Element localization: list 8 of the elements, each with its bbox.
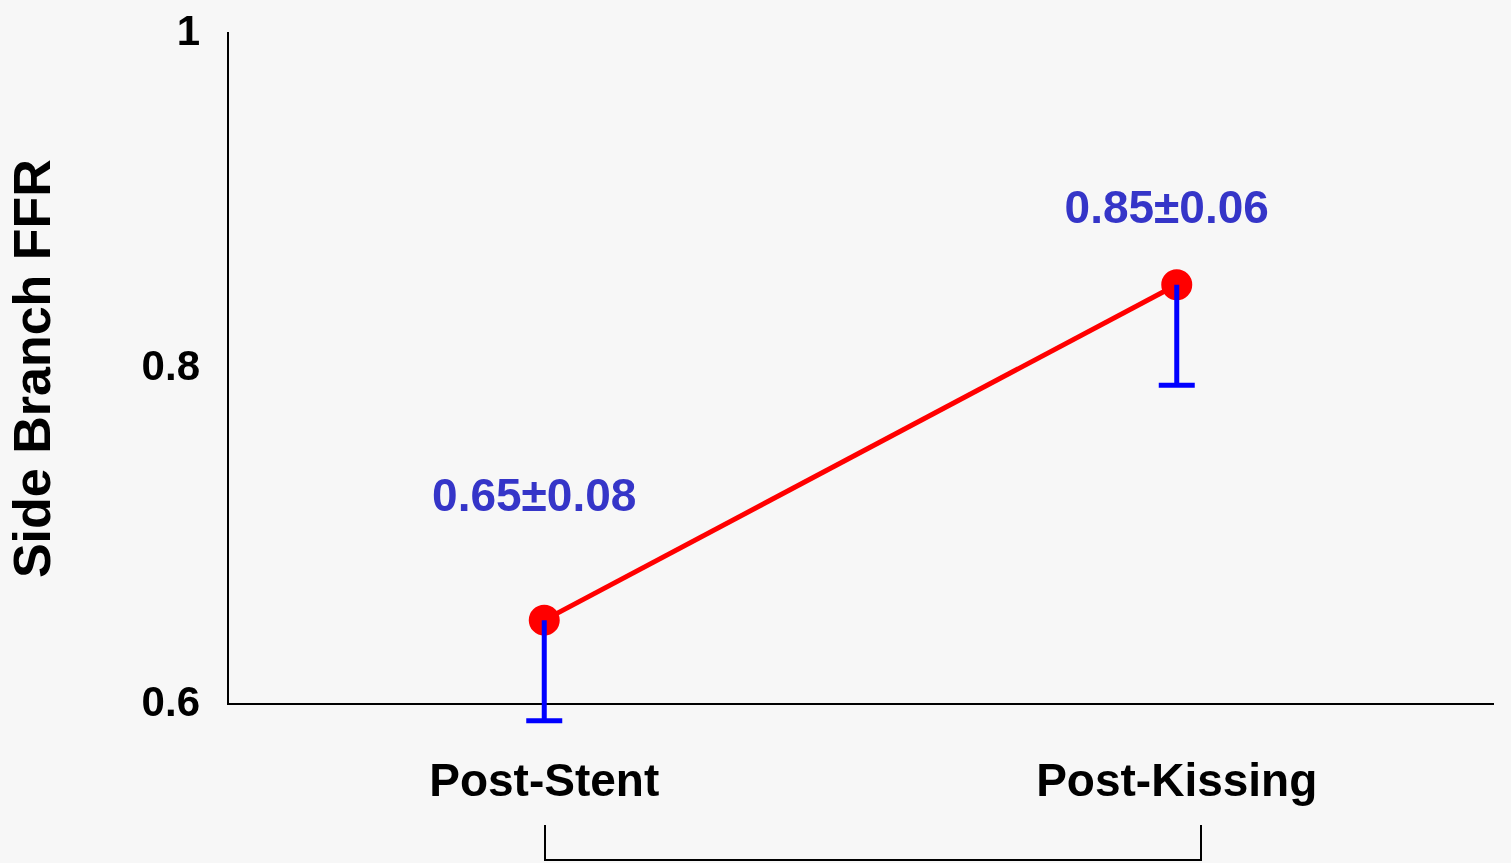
- y-tick-label: 0.6: [141, 677, 200, 725]
- data-label: 0.85±0.06: [1064, 181, 1269, 234]
- x-tick-label: Post-Stent: [429, 754, 660, 807]
- y-axis-title: Side Branch FFR: [2, 159, 61, 579]
- y-tick-label: 1: [176, 6, 200, 54]
- y-tick-label: 0.8: [141, 342, 200, 390]
- data-label: 0.65±0.08: [432, 468, 637, 521]
- x-tick-label: Post-Kissing: [1036, 754, 1318, 807]
